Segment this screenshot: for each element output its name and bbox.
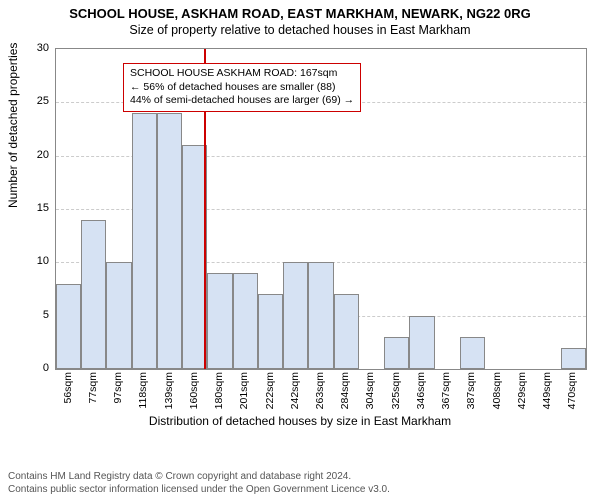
- bar: [561, 348, 586, 369]
- x-tick-label: 408sqm: [491, 372, 503, 409]
- y-tick-label: 25: [9, 95, 49, 107]
- bar: [460, 337, 485, 369]
- x-tick-label: 263sqm: [314, 372, 326, 409]
- x-tick-label: 201sqm: [238, 372, 250, 409]
- bar: [384, 337, 409, 369]
- bar: [258, 294, 283, 369]
- bar: [132, 113, 157, 369]
- annotation-line-3: 44% of semi-detached houses are larger (…: [130, 94, 354, 108]
- bar: [409, 316, 434, 369]
- chart-title-sub: Size of property relative to detached ho…: [0, 21, 600, 37]
- bar: [56, 284, 81, 369]
- bar: [81, 220, 106, 369]
- footer-line-2: Contains public sector information licen…: [8, 484, 390, 497]
- bar: [334, 294, 359, 369]
- bar: [207, 273, 232, 369]
- annotation-line-2: ← 56% of detached houses are smaller (88…: [130, 81, 354, 95]
- x-tick-label: 118sqm: [137, 372, 149, 409]
- chart-container: Number of detached properties SCHOOL HOU…: [0, 38, 600, 430]
- x-tick-label: 139sqm: [163, 372, 175, 409]
- plot-area: SCHOOL HOUSE ASKHAM ROAD: 167sqm← 56% of…: [55, 48, 587, 370]
- x-tick-label: 429sqm: [516, 372, 528, 409]
- x-tick-label: 346sqm: [415, 372, 427, 409]
- x-tick-label: 367sqm: [440, 372, 452, 409]
- bar: [157, 113, 182, 369]
- annotation-box: SCHOOL HOUSE ASKHAM ROAD: 167sqm← 56% of…: [123, 63, 361, 112]
- bar: [283, 262, 308, 369]
- y-tick-label: 30: [9, 42, 49, 54]
- x-tick-label: 387sqm: [465, 372, 477, 409]
- x-tick-label: 470sqm: [566, 372, 578, 409]
- x-tick-label: 449sqm: [541, 372, 553, 409]
- footer-line-1: Contains HM Land Registry data © Crown c…: [8, 471, 390, 484]
- x-axis-label: Distribution of detached houses by size …: [0, 414, 600, 428]
- chart-title-main: SCHOOL HOUSE, ASKHAM ROAD, EAST MARKHAM,…: [0, 0, 600, 21]
- y-tick-label: 0: [9, 362, 49, 374]
- x-tick-label: 222sqm: [264, 372, 276, 409]
- y-tick-label: 15: [9, 202, 49, 214]
- x-tick-label: 160sqm: [188, 372, 200, 409]
- y-axis-label: Number of detached properties: [6, 43, 20, 208]
- x-tick-label: 325sqm: [390, 372, 402, 409]
- annotation-line-1: SCHOOL HOUSE ASKHAM ROAD: 167sqm: [130, 67, 354, 81]
- y-tick-label: 5: [9, 309, 49, 321]
- footer-attribution: Contains HM Land Registry data © Crown c…: [8, 471, 390, 496]
- x-tick-label: 242sqm: [289, 372, 301, 409]
- x-tick-label: 77sqm: [87, 372, 99, 404]
- x-tick-label: 56sqm: [62, 372, 74, 404]
- bar: [308, 262, 333, 369]
- y-tick-label: 10: [9, 255, 49, 267]
- bar: [106, 262, 131, 369]
- x-tick-label: 180sqm: [213, 372, 225, 409]
- x-tick-label: 284sqm: [339, 372, 351, 409]
- y-tick-label: 20: [9, 149, 49, 161]
- x-tick-label: 304sqm: [364, 372, 376, 409]
- bar: [233, 273, 258, 369]
- x-tick-label: 97sqm: [112, 372, 124, 404]
